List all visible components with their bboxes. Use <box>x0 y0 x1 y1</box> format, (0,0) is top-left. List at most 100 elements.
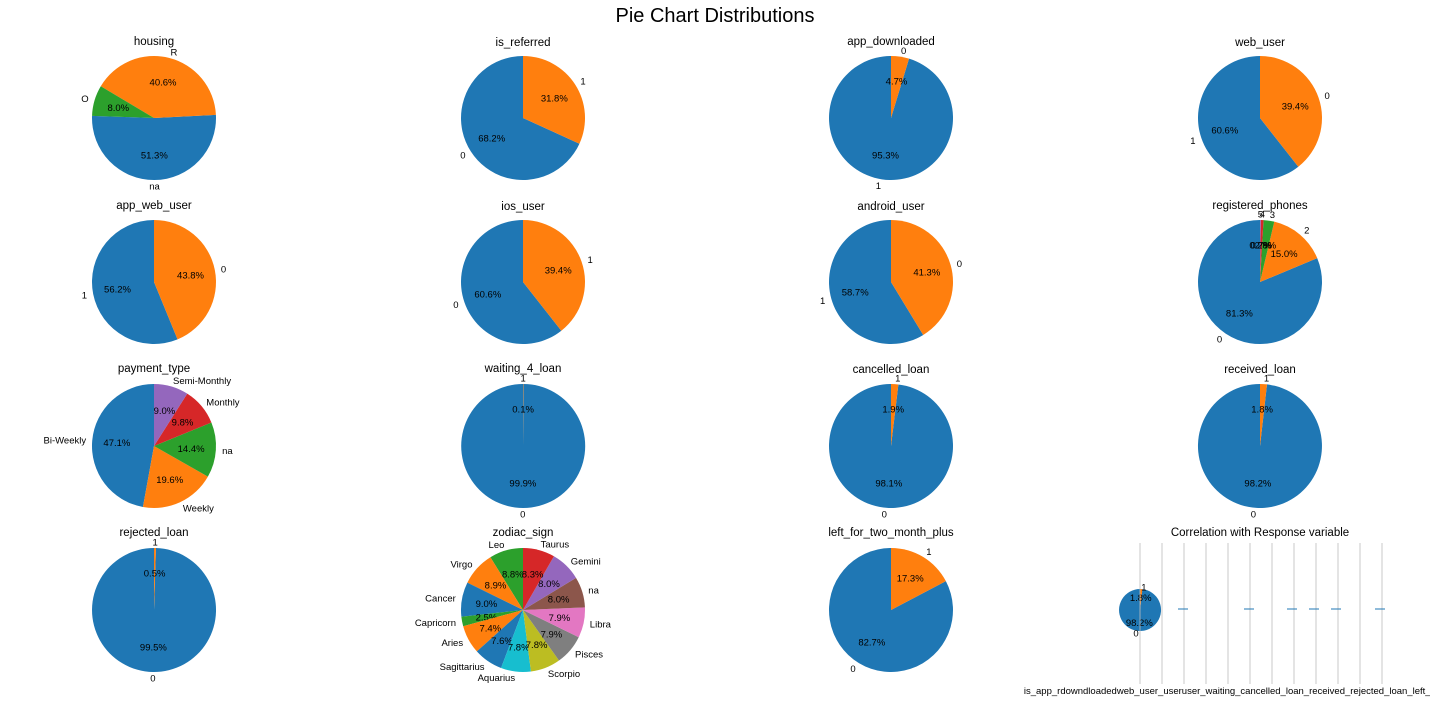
pie-slice-label: 1 <box>580 77 585 88</box>
pie-slice-label: 0 <box>1217 334 1222 345</box>
pie-chart-10: cancelled_loan 0 98.1% 1 1.9% <box>829 364 954 521</box>
pie-slice-label: 0 <box>1251 510 1256 521</box>
pie-chart-7: registered_phones 0 81.3% 2 15.0% 3 2.8% 4 0.7% 5… <box>1198 200 1323 345</box>
pie-slice-label: Bi-Weekly <box>44 435 87 446</box>
pie-pct-label: 41.3% <box>913 268 940 279</box>
pie-slice <box>523 610 559 672</box>
pie-slice <box>891 219 954 335</box>
pie-slice-label: 1 <box>1141 582 1146 593</box>
pie-pct-label: 14.4% <box>178 444 205 455</box>
pie-chart-5: ios_user 0 60.6% 1 39.4% <box>453 201 593 344</box>
pie-slice <box>891 384 899 446</box>
pie-pct-label: 39.4% <box>545 265 572 276</box>
pie-slice-label: 1 <box>820 296 825 307</box>
pie-slice-label: 4 <box>1260 209 1265 220</box>
pie-slice <box>1260 221 1318 282</box>
pie-pct-label: 43.8% <box>177 270 204 281</box>
pie-pct-label: 8.0% <box>107 103 129 114</box>
pie-slice-label: Sagittarius <box>440 662 485 673</box>
pie-pct-label: 60.6% <box>1211 126 1238 137</box>
pie-pct-label: 7.8% <box>508 642 530 653</box>
figure-suptitle: Pie Chart Distributions <box>616 5 815 27</box>
pie-chart-12: rejected_loan 0 99.5% 1 0.5% <box>92 527 217 685</box>
pie-pct-label: 56.2% <box>104 285 131 296</box>
pie-slice-label: 0 <box>150 674 155 685</box>
pie-slice <box>461 220 562 344</box>
pie-slice-label: 0 <box>882 510 887 521</box>
pie-slice-label: 5 <box>1258 209 1263 220</box>
pie-chart-15: Correlation with Response variable 098.2%… <box>1119 527 1349 640</box>
pie-slice <box>829 56 954 180</box>
pie-slice <box>523 577 585 610</box>
pie-slice <box>1260 220 1264 282</box>
pie-chart-0: housing na 51.3% R 40.6% O 8.0% <box>81 36 217 193</box>
pie-pct-label: 0.5% <box>144 568 166 579</box>
pie-slice <box>1198 220 1323 344</box>
pie-pct-label: 31.8% <box>541 93 568 104</box>
pie-slice <box>1198 56 1299 180</box>
pie-chart-4: app_web_user 1 56.2% 0 43.8% <box>82 200 226 344</box>
pie-pct-label: 60.6% <box>474 290 501 301</box>
pie-slice-label: Pisces <box>575 650 603 661</box>
pie-slice-label: Semi-Monthly <box>173 376 231 387</box>
pie-slice <box>92 548 217 672</box>
pie-title: Correlation with Response variable <box>1171 527 1349 539</box>
pie-pct-label: 81.3% <box>1226 309 1253 320</box>
pie-slice <box>461 610 523 627</box>
pie-title: received_loan <box>1224 364 1296 376</box>
pie-slice-label: 1 <box>82 291 87 302</box>
pie-pct-label: 39.4% <box>1282 101 1309 112</box>
pie-slice <box>154 220 216 340</box>
pie-slice <box>142 446 208 509</box>
pie-pct-label: 98.2% <box>1126 618 1153 629</box>
pie-pct-label: 98.2% <box>1244 479 1271 490</box>
pie-pct-label: 8.8% <box>502 570 524 581</box>
pie-slice-label: 0 <box>221 264 226 275</box>
pie-slice <box>523 610 579 661</box>
pie-slice <box>467 557 523 610</box>
pie-slice-label: Virgo <box>450 560 472 571</box>
pie-slice <box>461 384 586 508</box>
pie-title: waiting_4_loan <box>484 363 562 375</box>
pie-slice <box>829 220 924 344</box>
pie-pct-label: 9.0% <box>476 599 498 610</box>
pie-pct-label: 1.8% <box>1130 593 1152 604</box>
pie-title: housing <box>134 36 174 48</box>
pie-slice-label: Leo <box>489 540 505 551</box>
pie-title: ios_user <box>501 201 545 213</box>
pie-title: app_downloaded <box>847 36 935 48</box>
pie-slice-label: 0 <box>901 46 906 57</box>
pie-title: android_user <box>857 201 924 213</box>
pie-slice-label: 0 <box>850 664 855 675</box>
pie-slice <box>523 556 576 610</box>
pie-slice-label: Weekly <box>183 503 214 514</box>
pie-pct-label: 7.9% <box>541 630 563 641</box>
pie-chart-11: received_loan 0 98.2% 1 1.8% <box>1197 364 1322 521</box>
pie-slice <box>154 384 188 446</box>
pie-title: cancelled_loan <box>853 364 930 376</box>
pie-slice <box>100 56 216 118</box>
pie-slice <box>154 393 212 446</box>
pie-pct-label: 0.2% <box>1249 240 1271 251</box>
pie-chart-3: web_user 1 60.6% 0 39.4% <box>1190 37 1330 180</box>
pie-slice <box>1260 56 1323 167</box>
pie-title: registered_phones <box>1212 200 1308 212</box>
pie-pct-label: 8.9% <box>485 581 507 592</box>
pie-chart-2: app_downloaded 1 95.3% 0 4.7% <box>829 36 954 192</box>
pie-slice <box>476 610 523 668</box>
pie-pct-label: 7.4% <box>479 623 501 634</box>
pie-pct-label: 4.7% <box>886 77 908 88</box>
pie-pct-label: 8.3% <box>522 570 544 581</box>
pie-pct-label: 1.8% <box>1251 404 1273 415</box>
pie-pct-label: 2.8% <box>1255 241 1277 252</box>
pie-pct-label: 9.8% <box>172 418 194 429</box>
pie-chart-1: is_referred 0 68.2% 1 31.8% <box>460 37 586 180</box>
pie-slice <box>91 384 154 508</box>
pie-slice <box>1140 588 1143 610</box>
pie-slice-label: Capricorn <box>415 618 456 629</box>
pie-slice-label: Aquarius <box>478 673 516 684</box>
pie-slice <box>523 220 586 331</box>
pie-slice-label: 0 <box>957 259 962 270</box>
pie-title: app_web_user <box>116 200 192 212</box>
